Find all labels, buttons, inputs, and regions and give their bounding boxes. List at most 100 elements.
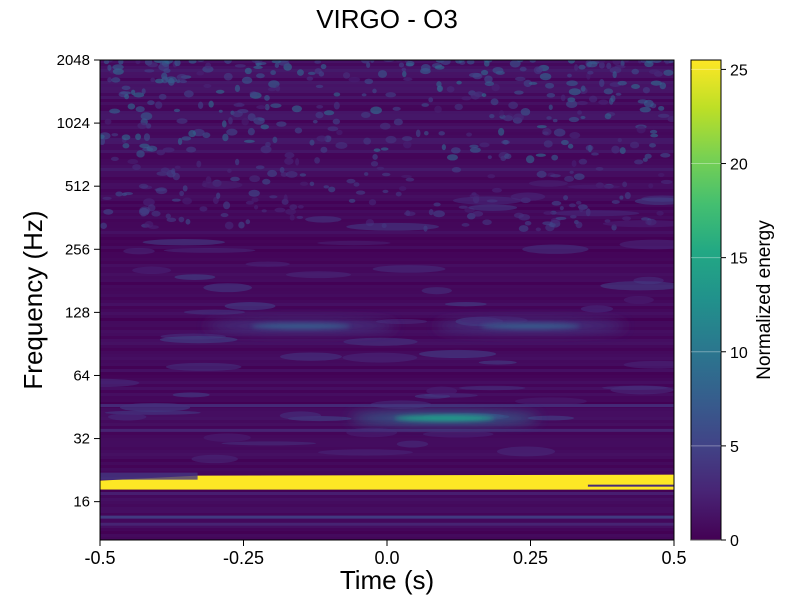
noise-speckle — [571, 160, 577, 167]
noise-speckle — [568, 88, 581, 96]
noise-speckle — [155, 187, 168, 195]
noise-speckle — [103, 60, 110, 65]
noise-speckle — [559, 205, 564, 211]
noise-speckle — [519, 66, 527, 72]
noise-speckle — [158, 63, 170, 71]
noise-speckle — [111, 77, 121, 83]
noise-speckle — [251, 197, 259, 203]
x-tick-label: 0.5 — [661, 548, 686, 568]
noise-speckle — [138, 183, 149, 189]
noise-speckle — [487, 155, 492, 159]
noise-stripe — [100, 519, 674, 522]
noise-speckle — [456, 80, 462, 85]
noise-wisp — [245, 261, 290, 267]
noise-wisp — [580, 305, 614, 313]
noise-stripe — [100, 408, 674, 411]
noise-speckle — [297, 205, 304, 209]
noise-speckle — [228, 117, 233, 125]
y-axis-label: Frequency (Hz) — [18, 210, 48, 389]
noise-stripe — [100, 294, 674, 297]
noise-speckle — [227, 168, 232, 173]
noise-line — [100, 492, 674, 496]
noise-stripe — [100, 345, 674, 348]
noise-wisp — [221, 441, 317, 446]
noise-speckle — [428, 97, 434, 103]
noise-stripe — [100, 111, 674, 114]
noise-stripe — [100, 171, 674, 174]
noise-stripe — [100, 252, 674, 255]
noise-stripe — [100, 201, 674, 204]
noise-speckle — [291, 105, 303, 113]
noise-wisp — [318, 449, 413, 456]
noise-wisp — [375, 318, 428, 325]
signal-blob-core — [250, 323, 351, 330]
noise-wisp — [528, 180, 568, 187]
noise-stripe — [100, 303, 674, 306]
noise-speckle — [650, 80, 662, 86]
noise-speckle — [566, 100, 578, 109]
noise-speckle — [641, 217, 650, 221]
noise-stripe — [100, 273, 674, 276]
noise-stripe — [100, 231, 674, 234]
noise-speckle — [542, 221, 553, 226]
noise-speckle — [446, 86, 455, 93]
noise-stripe — [100, 69, 674, 72]
noise-speckle — [315, 111, 324, 119]
noise-stripe — [100, 330, 674, 333]
noise-stripe — [100, 237, 674, 240]
noise-stripe — [100, 168, 674, 171]
noise-speckle — [575, 221, 583, 229]
noise-speckle — [395, 191, 402, 197]
x-axis-label: Time (s) — [340, 565, 434, 595]
noise-stripe — [100, 465, 674, 468]
noise-speckle — [368, 199, 377, 206]
noise-stripe — [100, 63, 674, 66]
noise-speckle — [234, 158, 240, 166]
noise-speckle — [158, 93, 167, 100]
noise-speckle — [604, 219, 611, 223]
noise-speckle — [482, 219, 492, 226]
noise-speckle — [323, 110, 335, 116]
noise-stripe — [100, 195, 674, 198]
noise-stripe — [100, 282, 674, 285]
noise-wisp — [623, 295, 654, 304]
noise-speckle — [598, 61, 605, 69]
noise-speckle — [393, 118, 403, 126]
noise-speckle — [323, 185, 330, 189]
noise-wisp — [452, 196, 523, 205]
noise-speckle — [320, 63, 327, 70]
noise-speckle — [103, 209, 114, 215]
noise-speckle — [100, 137, 106, 146]
signal-band — [100, 474, 674, 491]
noise-speckle — [104, 118, 112, 125]
noise-speckle — [335, 142, 348, 149]
noise-stripe — [100, 306, 674, 309]
noise-speckle — [162, 147, 175, 153]
noise-speckle — [405, 62, 414, 67]
noise-speckle — [578, 158, 588, 165]
noise-speckle — [221, 120, 227, 128]
noise-speckle — [262, 178, 271, 185]
noise-stripe — [100, 219, 674, 222]
noise-speckle — [401, 67, 407, 72]
noise-speckle — [650, 133, 659, 138]
noise-speckle — [173, 108, 181, 113]
noise-speckle — [667, 115, 674, 123]
noise-speckle — [165, 213, 171, 219]
noise-speckle — [536, 170, 547, 178]
noise-line — [100, 522, 674, 526]
noise-wisp — [496, 446, 556, 457]
noise-speckle — [577, 110, 582, 115]
noise-speckle — [542, 131, 549, 135]
noise-stripe — [100, 507, 674, 510]
noise-speckle — [372, 88, 377, 94]
noise-stripe — [100, 336, 674, 339]
noise-stripe — [100, 249, 674, 252]
noise-speckle — [372, 154, 378, 160]
noise-speckle — [617, 138, 622, 143]
noise-speckle — [269, 195, 278, 199]
noise-speckle — [472, 211, 484, 217]
noise-speckle — [245, 200, 254, 205]
noise-wisp — [468, 204, 518, 211]
noise-stripe — [100, 288, 674, 291]
